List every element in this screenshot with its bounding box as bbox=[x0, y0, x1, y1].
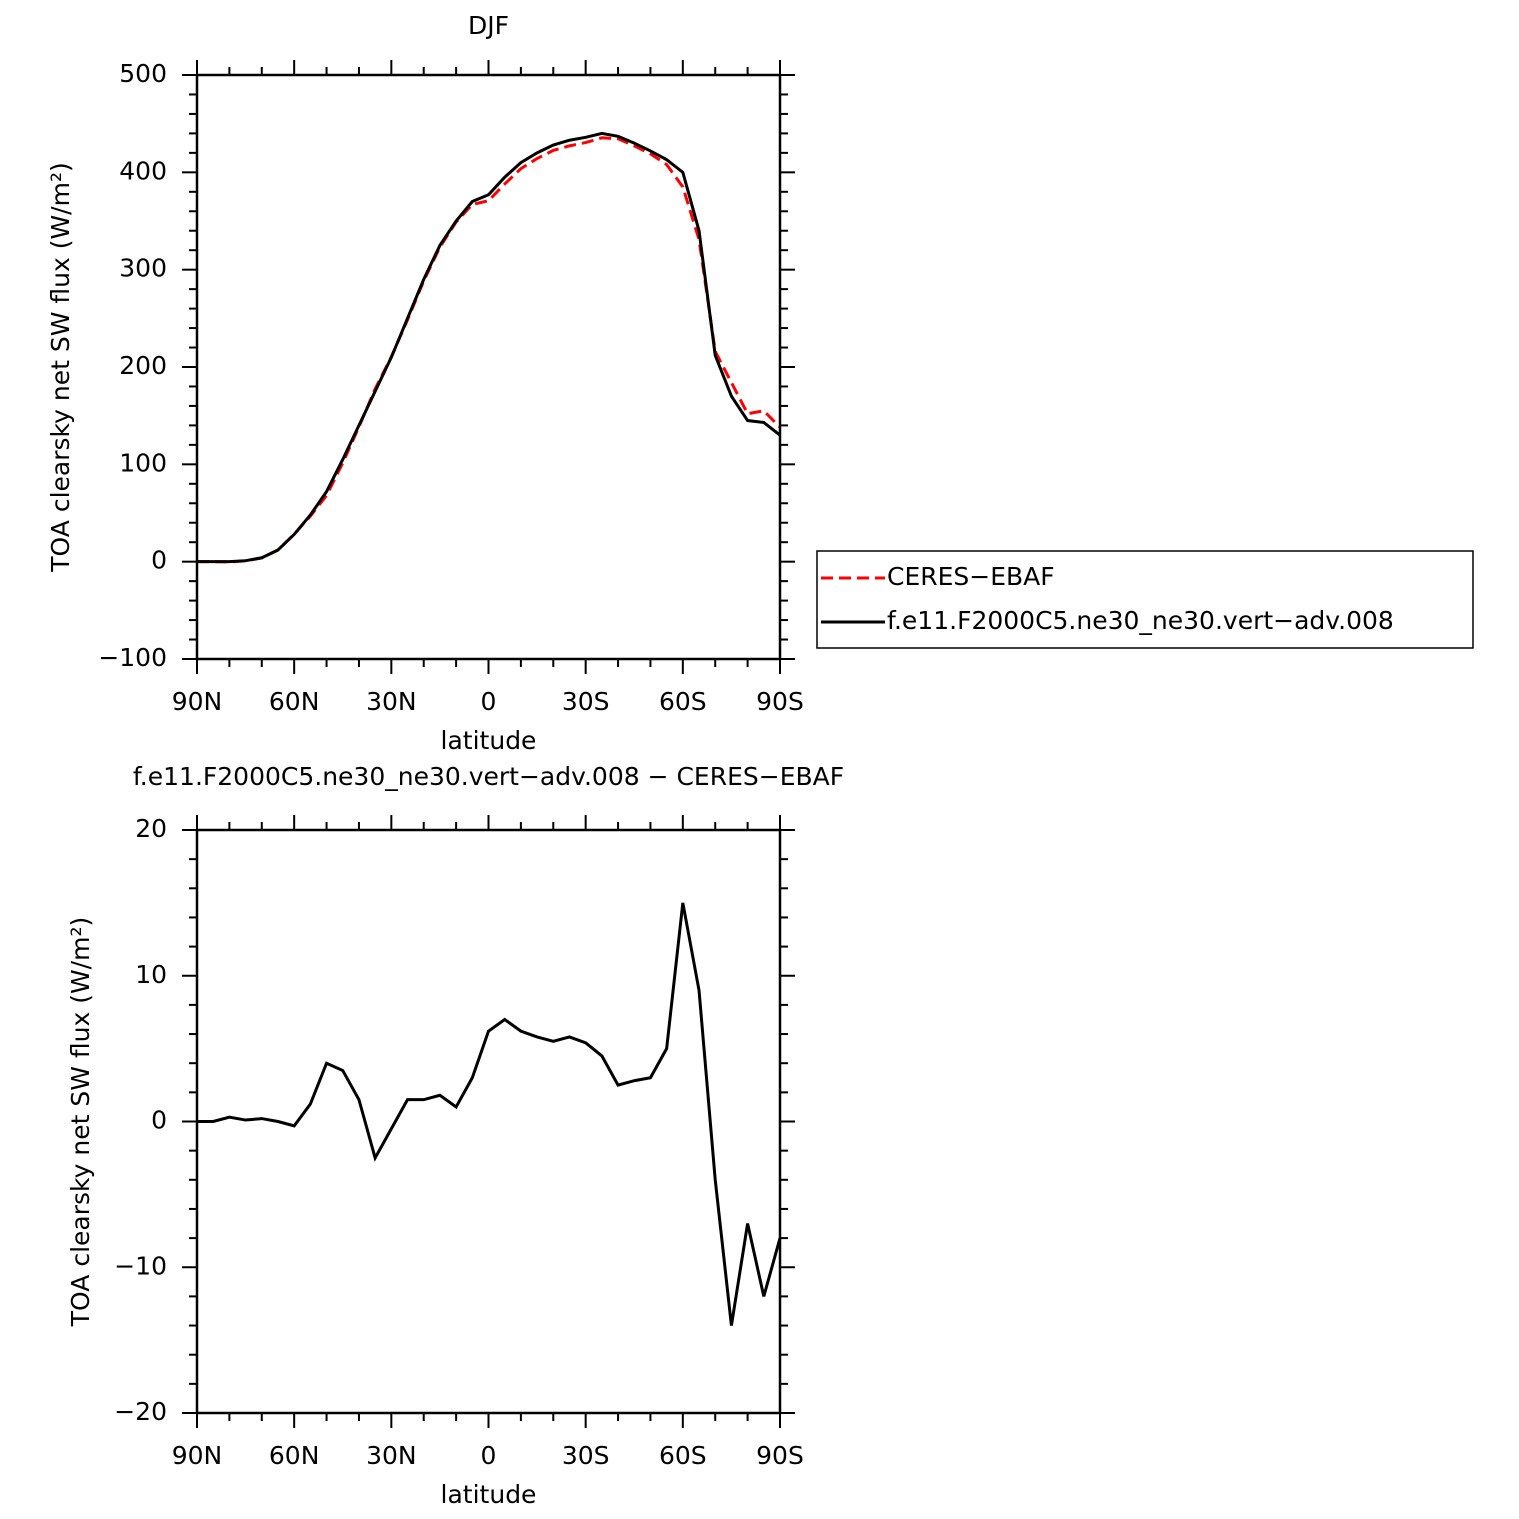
legend-label: CERES−EBAF bbox=[887, 562, 1055, 591]
x-tick-label: 90S bbox=[756, 1441, 804, 1470]
y-tick-label: 100 bbox=[119, 448, 167, 477]
y-tick-label: 0 bbox=[151, 546, 167, 575]
y-tick-label: −20 bbox=[114, 1397, 167, 1426]
x-tick-label: 30S bbox=[562, 1441, 610, 1470]
series-line bbox=[197, 136, 782, 564]
x-axis-label: latitude bbox=[441, 726, 537, 755]
x-tick-label: 60N bbox=[269, 687, 320, 716]
y-tick-label: 10 bbox=[135, 960, 167, 989]
x-tick-label: 0 bbox=[481, 1441, 497, 1470]
x-axis-label: latitude bbox=[441, 1480, 537, 1509]
y-tick-label: −100 bbox=[98, 643, 167, 672]
y-tick-label: −10 bbox=[114, 1251, 167, 1280]
x-tick-label: 90N bbox=[172, 1441, 223, 1470]
x-tick-label: 0 bbox=[481, 687, 497, 716]
y-tick-label: 300 bbox=[119, 254, 167, 283]
plot-frame bbox=[195, 73, 782, 661]
x-tick-label: 30S bbox=[562, 687, 610, 716]
legend-label: f.e11.F2000C5.ne30_ne30.vert−adv.008 bbox=[887, 606, 1394, 635]
x-tick-label: 30N bbox=[366, 687, 417, 716]
series-line bbox=[197, 131, 781, 564]
x-tick-label: 60N bbox=[269, 1441, 320, 1470]
y-tick-label: 0 bbox=[151, 1106, 167, 1135]
x-tick-label: 60S bbox=[659, 687, 707, 716]
chart-title: f.e11.F2000C5.ne30_ne30.vert−adv.008 − C… bbox=[133, 762, 844, 791]
x-tick-label: 60S bbox=[659, 1441, 707, 1470]
y-tick-label: 400 bbox=[119, 156, 167, 185]
chart-title: DJF bbox=[468, 11, 509, 40]
y-tick-label: 200 bbox=[119, 351, 167, 380]
legend-box bbox=[816, 550, 1474, 649]
y-axis-label: TOA clearsky net SW flux (W/m²) bbox=[46, 162, 75, 572]
plot-frame bbox=[195, 828, 782, 1415]
y-axis-label: TOA clearsky net SW flux (W/m²) bbox=[66, 917, 95, 1327]
series-line bbox=[197, 902, 782, 1326]
y-tick-label: 500 bbox=[119, 59, 167, 88]
x-tick-label: 90N bbox=[172, 687, 223, 716]
x-tick-label: 90S bbox=[756, 687, 804, 716]
y-tick-label: 20 bbox=[135, 814, 167, 843]
x-tick-label: 30N bbox=[366, 1441, 417, 1470]
